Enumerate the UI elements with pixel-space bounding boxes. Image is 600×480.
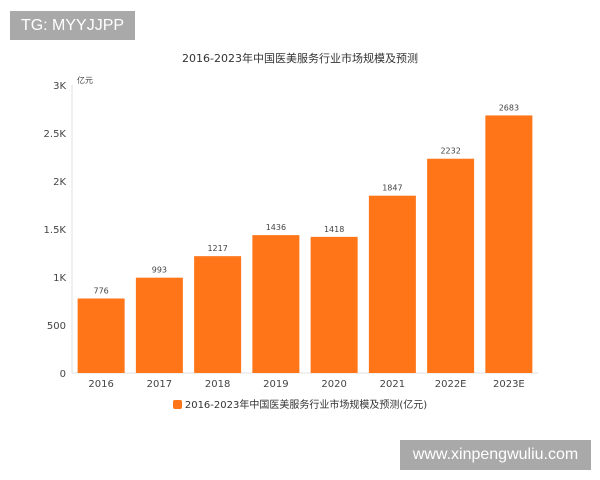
data-label-2017: 993	[152, 266, 167, 275]
y-tick-label: 500	[47, 321, 66, 332]
bar-2021	[368, 195, 416, 373]
data-label-2022E: 2232	[440, 147, 460, 156]
data-label-2021: 1847	[382, 184, 402, 193]
x-tick-label: 2017	[147, 379, 172, 390]
bar-2018	[194, 256, 242, 373]
legend[interactable]: 2016-2023年中国医美服务行业市场规模及预测(亿元)	[0, 396, 600, 411]
watermark-top-left: TG: MYYJJPP	[10, 11, 135, 40]
y-tick-label: 2K	[53, 177, 66, 188]
y-axis-label: 亿元	[77, 75, 93, 85]
x-tick-label: 2023E	[493, 379, 525, 390]
bar-2016	[77, 298, 125, 373]
x-tick-label: 2020	[321, 379, 346, 390]
y-tick-label: 2.5K	[44, 129, 67, 140]
watermark-bottom-right: www.xinpengwuliu.com	[400, 440, 591, 470]
data-label-2023E: 2683	[499, 103, 519, 112]
x-tick-label: 2021	[380, 379, 405, 390]
bar-2019	[252, 235, 300, 373]
y-tick-label: 1.5K	[44, 225, 67, 236]
data-label-2018: 1217	[207, 244, 227, 253]
x-tick-label: 2022E	[435, 379, 467, 390]
x-tick-label: 2018	[205, 379, 230, 390]
bar-2022E	[427, 158, 475, 373]
data-label-2020: 1418	[324, 225, 344, 234]
bar-2023E	[485, 115, 533, 373]
data-label-2016: 776	[93, 287, 108, 296]
bar-2017	[135, 277, 183, 373]
bar-2020	[310, 236, 358, 373]
legend-label: 2016-2023年中国医美服务行业市场规模及预测(亿元)	[184, 400, 428, 411]
x-tick-label: 2016	[88, 379, 113, 390]
y-tick-label: 3K	[53, 81, 66, 92]
y-tick-label: 0	[60, 369, 66, 380]
data-label-2019: 1436	[266, 223, 286, 232]
chart-title: 2016-2023年中国医美服务行业市场规模及预测	[182, 52, 418, 65]
y-tick-label: 1K	[53, 273, 66, 284]
legend-swatch	[172, 400, 182, 409]
x-tick-label: 2019	[263, 379, 288, 390]
